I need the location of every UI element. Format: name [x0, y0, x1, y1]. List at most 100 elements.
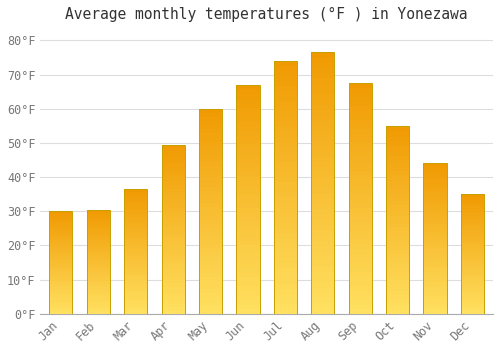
Bar — [86, 234, 110, 237]
Bar — [386, 235, 409, 239]
Bar — [124, 214, 148, 217]
Bar — [386, 269, 409, 273]
Bar — [124, 294, 148, 296]
Bar — [199, 109, 222, 113]
Bar — [162, 310, 184, 314]
Bar — [162, 189, 184, 192]
Bar — [348, 309, 372, 314]
Bar — [86, 260, 110, 262]
Bar — [461, 266, 484, 268]
Bar — [124, 219, 148, 222]
Bar — [50, 308, 72, 310]
Bar — [162, 212, 184, 216]
Bar — [236, 245, 260, 250]
Bar — [348, 263, 372, 268]
Bar — [124, 199, 148, 202]
Bar — [311, 84, 334, 89]
Bar — [162, 256, 184, 260]
Bar — [386, 178, 409, 182]
Bar — [274, 177, 297, 182]
Bar — [386, 303, 409, 306]
Bar — [386, 250, 409, 254]
Bar — [124, 279, 148, 281]
Bar — [348, 166, 372, 171]
Bar — [236, 236, 260, 240]
Bar — [50, 244, 72, 246]
Bar — [236, 89, 260, 94]
Bar — [348, 286, 372, 291]
Bar — [199, 150, 222, 154]
Bar — [274, 96, 297, 102]
Bar — [236, 144, 260, 149]
Bar — [199, 211, 222, 215]
Bar — [386, 130, 409, 133]
Bar — [424, 194, 446, 197]
Bar — [424, 272, 446, 275]
Bar — [199, 113, 222, 117]
Bar — [86, 301, 110, 303]
Bar — [236, 190, 260, 195]
Bar — [461, 302, 484, 304]
Bar — [311, 277, 334, 282]
Bar — [199, 141, 222, 146]
Bar — [386, 133, 409, 137]
Bar — [199, 273, 222, 277]
Bar — [50, 271, 72, 273]
Bar — [461, 228, 484, 230]
Bar — [348, 139, 372, 143]
Bar — [162, 158, 184, 162]
Bar — [236, 172, 260, 176]
Bar — [50, 254, 72, 257]
Bar — [461, 259, 484, 261]
Bar — [461, 204, 484, 206]
Bar — [86, 310, 110, 312]
Bar — [236, 309, 260, 314]
Bar — [461, 201, 484, 204]
Bar — [199, 166, 222, 170]
Bar — [311, 120, 334, 126]
Bar — [386, 194, 409, 197]
Bar — [124, 274, 148, 276]
Bar — [461, 271, 484, 273]
Bar — [162, 223, 184, 226]
Bar — [348, 111, 372, 116]
Bar — [162, 226, 184, 229]
Bar — [461, 257, 484, 259]
Bar — [274, 273, 297, 279]
Bar — [50, 277, 72, 279]
Bar — [274, 61, 297, 66]
Bar — [50, 259, 72, 260]
Bar — [124, 189, 148, 314]
Bar — [386, 186, 409, 190]
Bar — [199, 224, 222, 228]
Bar — [461, 199, 484, 201]
Bar — [162, 284, 184, 287]
Bar — [424, 184, 446, 188]
Bar — [461, 283, 484, 285]
Bar — [386, 273, 409, 276]
Bar — [86, 308, 110, 310]
Bar — [386, 205, 409, 209]
Bar — [86, 268, 110, 270]
Bar — [274, 233, 297, 238]
Bar — [461, 264, 484, 266]
Bar — [424, 251, 446, 254]
Bar — [199, 257, 222, 260]
Bar — [236, 213, 260, 218]
Bar — [199, 252, 222, 257]
Bar — [311, 199, 334, 204]
Bar — [424, 212, 446, 215]
Bar — [424, 305, 446, 308]
Bar — [424, 293, 446, 296]
Bar — [274, 223, 297, 228]
Bar — [348, 134, 372, 139]
Bar — [162, 266, 184, 270]
Bar — [348, 277, 372, 281]
Bar — [50, 287, 72, 289]
Bar — [86, 293, 110, 295]
Bar — [386, 209, 409, 212]
Bar — [386, 126, 409, 314]
Bar — [274, 208, 297, 213]
Bar — [162, 236, 184, 239]
Bar — [162, 260, 184, 263]
